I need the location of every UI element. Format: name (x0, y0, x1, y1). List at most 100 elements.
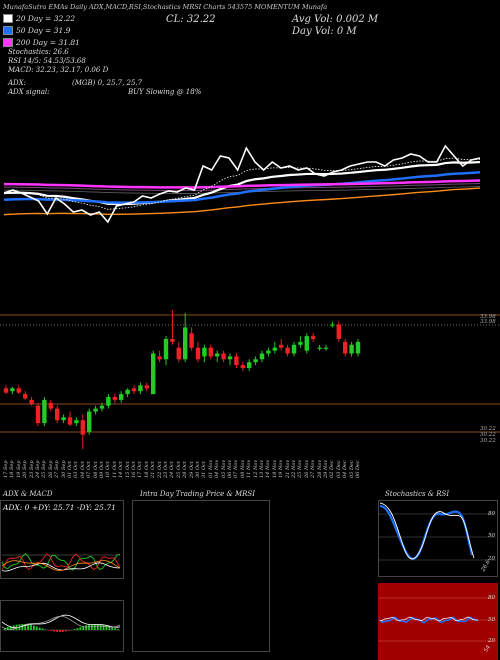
candle-body (106, 397, 111, 406)
date-tick: 20 Sep (22, 460, 29, 478)
candle-body (330, 324, 335, 326)
intraday-panel (132, 500, 270, 652)
ema200-swatch (3, 38, 13, 47)
rsi-panel (378, 583, 498, 660)
price-dotted (3, 157, 481, 210)
price-line (3, 144, 481, 224)
rsi-tick-80: 80 (488, 595, 495, 601)
date-tick: 31 Oct (201, 461, 208, 478)
date-tick: 04 Dec (342, 460, 349, 478)
date-tick: 06 Dec (355, 460, 361, 478)
candle-body (23, 394, 28, 399)
date-tick: 17 Oct (137, 461, 144, 478)
candle-body (3, 388, 9, 393)
adx-signal-label: ADX signal: (8, 88, 50, 96)
adx-value: (MGB) 0, 25.7, 25.7 (72, 79, 143, 87)
price-label-low3: 30.22 (480, 438, 496, 444)
candle-body (240, 365, 245, 368)
candle-body (311, 336, 316, 339)
candle-body (29, 399, 34, 405)
ema20-swatch (3, 14, 13, 23)
day-volume: Day Vol: 0 M (292, 26, 357, 37)
date-tick: 11 Nov (246, 459, 253, 478)
candle-body (272, 347, 277, 351)
macd-panel (0, 600, 124, 652)
date-tick: 27 Nov (310, 459, 317, 478)
orange-line (3, 187, 481, 216)
main-chart (0, 144, 500, 450)
ema50-line (3, 171, 481, 204)
candle-body (304, 336, 309, 351)
avg-volume: Avg Vol: 0.002 M (292, 14, 379, 25)
date-tick: 19 Sep (15, 460, 22, 478)
date-tick: 24 Oct (169, 461, 176, 478)
date-tick: 14 Oct (118, 461, 125, 478)
stoch-tick-80: 80 (488, 511, 495, 517)
candle-body (61, 417, 66, 421)
candle-body (176, 347, 181, 360)
date-tick: 01 Nov (207, 459, 214, 478)
candle-body (253, 359, 258, 363)
date-tick: 03 Dec (335, 460, 342, 478)
candle-body (151, 353, 156, 395)
ema200-label: 200 Day = 31.81 (16, 38, 80, 47)
date-tick: 11 Oct (111, 461, 118, 478)
header-strip: MunafaSutra EMAs Daily ADX,MACD,RSI,Stoc… (3, 3, 328, 11)
ema50-swatch (3, 26, 13, 35)
candle-body (215, 353, 220, 357)
ema200-shadow (3, 183, 481, 191)
close-label: CL: 32.22 (166, 14, 216, 25)
stoch-tick-20: 20 (488, 556, 495, 562)
ema50-label: 50 Day = 31.9 (16, 26, 71, 35)
rsi-readout: RSI 14/5: 54.53/53.68 (8, 57, 86, 65)
candle-body (259, 353, 265, 360)
candle-body (234, 356, 239, 366)
date-tick: 04 Oct (79, 461, 86, 478)
adx-macd-title: ADX & MACD (3, 490, 53, 498)
date-tick: 12 Nov (252, 459, 259, 478)
candle-body (208, 347, 213, 357)
date-tick: 30 Sep (60, 460, 67, 478)
candle-body (48, 402, 53, 409)
date-tick: 07 Nov (233, 459, 240, 478)
candle-body (266, 350, 271, 354)
candle-body (227, 356, 233, 360)
legend-ema200: 200 Day = 31.81 (3, 38, 80, 47)
date-tick: 18 Nov (271, 459, 278, 478)
date-tick: 08 Nov (239, 459, 246, 478)
date-tick: 03 Oct (73, 461, 80, 478)
date-tick: 21 Nov (284, 459, 291, 478)
candle-body (202, 347, 207, 357)
candle-body (247, 362, 252, 368)
date-tick: 28 Nov (316, 459, 323, 478)
candle-body (285, 347, 290, 354)
stoch-panel (378, 500, 498, 577)
date-tick: 14 Nov (265, 459, 272, 478)
candle-body (195, 347, 201, 360)
candle-body (74, 420, 79, 424)
candle-body (10, 388, 15, 392)
price-label-low1: 30.22 (480, 426, 496, 432)
candle-body (336, 324, 341, 339)
price-label-top1: 33.98 (480, 314, 496, 320)
candle-body (291, 344, 297, 354)
candle-body (93, 408, 98, 412)
candle-body (279, 344, 284, 348)
date-tick: 26 Sep (47, 460, 54, 478)
adx-panel-readout: ADX: 0 +DY: 25.71 -DY: 25.71 (3, 503, 116, 512)
candle-body (343, 341, 348, 354)
candle-body (163, 339, 169, 360)
adx-signal-value: BUY Slowing @ 18% (128, 88, 202, 96)
candle-body (55, 408, 60, 421)
candle-body (119, 394, 124, 400)
date-tick: 18 Oct (143, 461, 150, 478)
price-label-low2: 30.22 (480, 432, 496, 438)
candle-body (157, 356, 162, 360)
date-tick: 02 Dec (329, 460, 336, 478)
date-tick: 25 Nov (297, 459, 304, 478)
candle-body (138, 385, 143, 392)
stochastics-readout: Stochastics: 26.6 (8, 48, 69, 56)
rsi-tick-50: 50 (488, 617, 495, 623)
date-tick: 08 Oct (92, 461, 99, 478)
candle-body (189, 333, 194, 348)
